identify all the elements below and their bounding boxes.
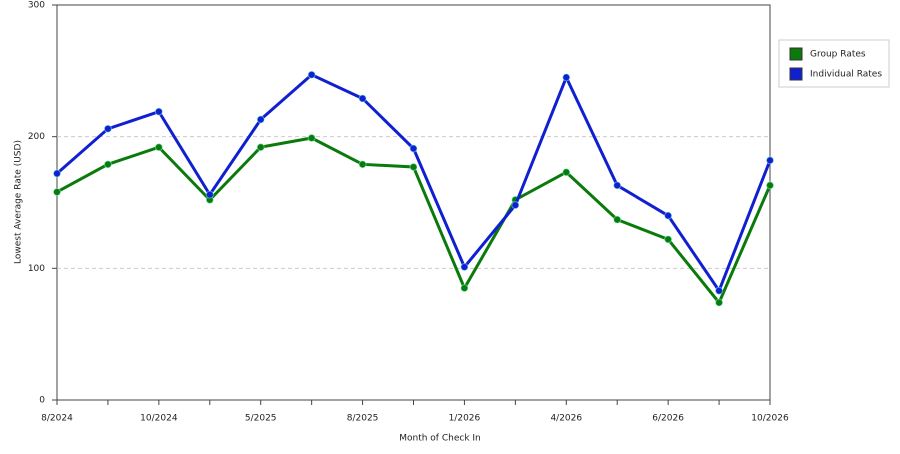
x-tick-label: 1/2026	[449, 414, 481, 424]
point	[53, 169, 61, 178]
y-tick-label: 100	[28, 264, 45, 274]
point	[409, 144, 418, 153]
x-tick-label: 8/2025	[347, 414, 379, 424]
y-tick-label: 300	[28, 1, 45, 11]
series-line	[56, 73, 772, 294]
point	[460, 263, 469, 272]
point	[256, 143, 265, 152]
point	[664, 211, 673, 220]
point	[154, 107, 163, 116]
y-tick-label: 0	[39, 396, 45, 406]
point	[409, 162, 418, 171]
point	[53, 187, 61, 196]
point	[307, 70, 316, 79]
point	[460, 284, 469, 293]
x-tick-label: 4/2026	[550, 414, 582, 424]
x-tick-label: 8/2024	[41, 414, 73, 424]
point	[511, 201, 520, 210]
x-tick-label: 10/2024	[140, 414, 178, 424]
x-tick-label: 5/2025	[245, 414, 277, 424]
point	[358, 94, 367, 103]
y-axis-title: Lowest Average Rate (USD)	[14, 140, 24, 264]
point	[256, 115, 265, 124]
legend-label: Group Rates	[810, 50, 866, 60]
point	[205, 190, 214, 199]
point	[766, 156, 774, 165]
y-tick-label: 200	[28, 132, 45, 142]
legend-label: Individual Rates	[810, 70, 882, 80]
point	[766, 181, 774, 190]
point	[154, 143, 163, 152]
point	[307, 133, 316, 142]
legend-swatch	[789, 67, 803, 81]
point	[715, 298, 724, 307]
point	[562, 73, 571, 82]
point	[613, 181, 622, 190]
plot-area	[56, 4, 771, 401]
x-tick-label: 6/2026	[652, 414, 684, 424]
point	[358, 160, 367, 169]
point	[715, 286, 724, 295]
point	[613, 215, 622, 224]
point	[562, 168, 571, 177]
legend-swatch	[789, 47, 803, 61]
point	[664, 235, 673, 244]
point	[103, 160, 112, 169]
point	[103, 124, 112, 133]
series-line	[56, 136, 772, 306]
x-axis-title: Month of Check In	[399, 434, 481, 444]
x-tick-label: 10/2026	[751, 414, 789, 424]
